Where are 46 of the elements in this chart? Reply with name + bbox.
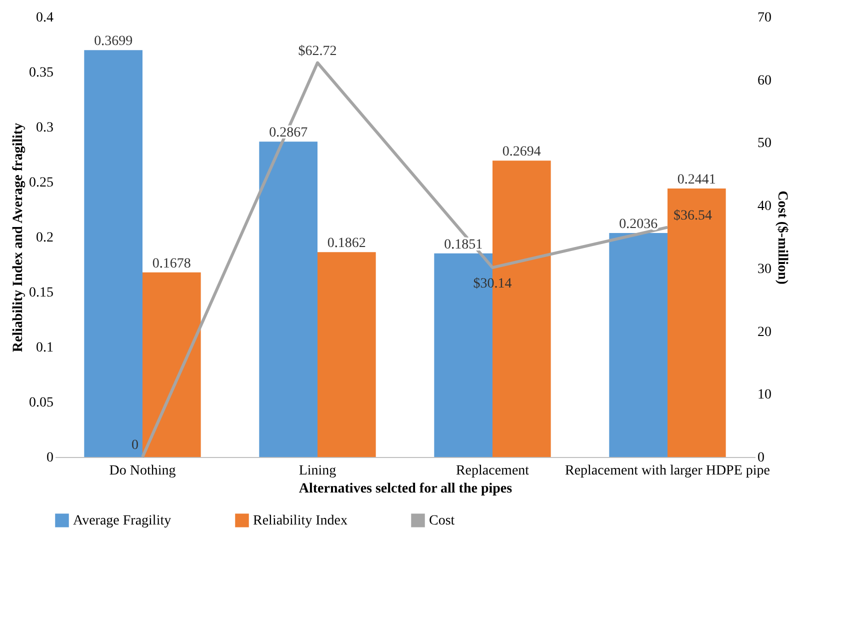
bar xyxy=(318,252,376,457)
y-tick-label: 0.4 xyxy=(36,10,54,26)
data-label: 0.2694 xyxy=(502,144,541,160)
y2-tick-label: 0 xyxy=(758,450,764,466)
data-label: 0 xyxy=(132,438,138,453)
y-tick-label: 0.15 xyxy=(29,286,54,300)
y2-tick-label: 10 xyxy=(758,388,772,403)
line-series xyxy=(141,61,669,458)
y2-tick-label: 30 xyxy=(758,262,772,277)
y2-tick-label: 20 xyxy=(758,324,772,340)
y2-tick-label: 50 xyxy=(758,136,772,152)
bar xyxy=(259,142,318,457)
y2-tick-label: 40 xyxy=(758,199,772,214)
legend-label: Reliability Index xyxy=(253,513,348,528)
y-tick-label: 0 xyxy=(46,450,54,466)
legend-label: Average Fragility xyxy=(73,513,172,528)
data-label: $30.14 xyxy=(473,276,512,292)
data-label: 0.2441 xyxy=(677,172,716,188)
y-tick-label: 0.3 xyxy=(36,120,54,136)
data-label: $62.72 xyxy=(298,44,337,59)
data-label: 0.2036 xyxy=(619,217,658,232)
y-tick-label: 0.1 xyxy=(36,340,54,356)
y2-tick-label: 70 xyxy=(758,10,772,26)
data-label: 0.1862 xyxy=(327,236,366,252)
x-axis-title: Alternatives selcted for all the pipes xyxy=(298,482,513,496)
x-tick-label: Replacement xyxy=(456,464,530,478)
data-label: 0.1678 xyxy=(152,256,191,272)
y-tick-label: 0.05 xyxy=(29,396,54,410)
x-tick-label: Do Nothing xyxy=(109,464,176,478)
y-axis-title: Reliability Index and Average fragility xyxy=(11,122,26,352)
data-label: 0.3699 xyxy=(94,34,133,50)
x-tick-label: Replacement with larger HDPE pipe xyxy=(564,464,770,478)
y-tick-label: 0.35 xyxy=(29,66,54,80)
x-tick-label: Lining xyxy=(298,464,336,478)
y2-tick-label: 60 xyxy=(758,73,772,88)
bar xyxy=(142,272,201,457)
bar xyxy=(668,188,726,457)
legend-label: Cost xyxy=(429,513,455,528)
y-tick-label: 0.2 xyxy=(36,230,54,246)
bar xyxy=(609,233,668,457)
data-label: $36.54 xyxy=(674,208,712,224)
bar xyxy=(84,50,142,457)
y-tick-label: 0.25 xyxy=(29,176,54,190)
data-label: 0.1851 xyxy=(444,237,483,252)
y2-axis-title: Cost ($-million) xyxy=(774,190,790,285)
data-label: 0.2867 xyxy=(269,126,308,141)
